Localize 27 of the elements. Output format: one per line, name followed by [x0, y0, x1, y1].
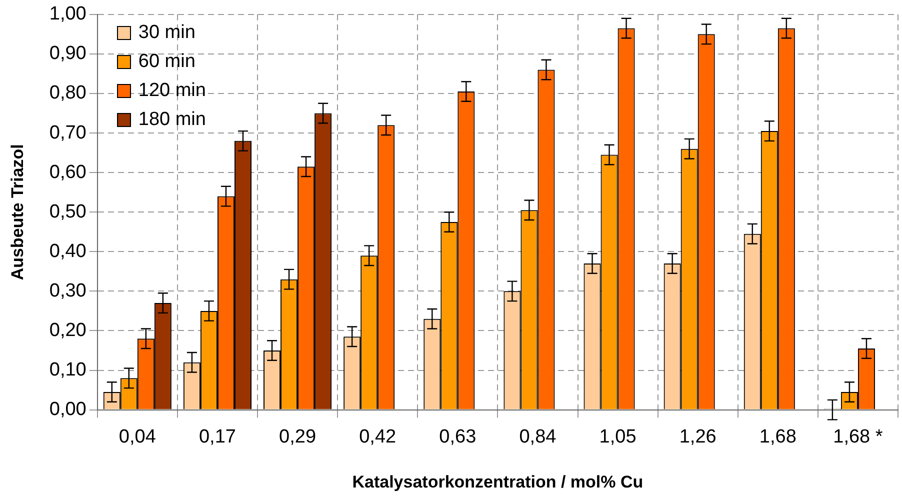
- x-axis-title: Katalysatorkonzentration / mol% Cu: [352, 472, 644, 492]
- x-tick-label: 1,26: [679, 426, 716, 448]
- y-tick-label: 0,70: [49, 122, 86, 144]
- y-tick-label: 0,90: [49, 43, 86, 64]
- legend-label: 30 min: [138, 22, 196, 44]
- y-tick-label: 0,20: [49, 320, 86, 341]
- x-tick-label: 1,68: [759, 426, 796, 448]
- y-tick-label: 1,00: [49, 4, 86, 25]
- y-axis-title: Ausbeute Triazol: [8, 144, 27, 280]
- x-tick-label: 0,29: [279, 426, 316, 448]
- y-tick-label: 0,60: [49, 162, 86, 183]
- x-tick-label: 0,84: [519, 426, 557, 448]
- y-tick-label: 0,80: [49, 82, 86, 104]
- x-tick-label: 0,04: [118, 426, 156, 448]
- x-tick-label: 0,42: [359, 426, 396, 448]
- x-tick-label: 0,17: [198, 426, 236, 448]
- y-tick-label: 0,30: [49, 280, 86, 302]
- y-tick-label: 0,40: [49, 240, 86, 262]
- y-tick-label: 0,10: [49, 359, 86, 380]
- x-tick-label: 0,63: [439, 426, 476, 448]
- legend-label: 180 min: [138, 108, 206, 131]
- x-tick-label: 1,68 *: [833, 426, 884, 448]
- y-tick-label: 0,50: [49, 201, 86, 222]
- legend-label: 60 min: [138, 50, 196, 73]
- x-tick-label: 1,05: [599, 426, 636, 448]
- legend-label: 120 min: [138, 80, 206, 102]
- y-tick-label: 0,00: [49, 399, 86, 420]
